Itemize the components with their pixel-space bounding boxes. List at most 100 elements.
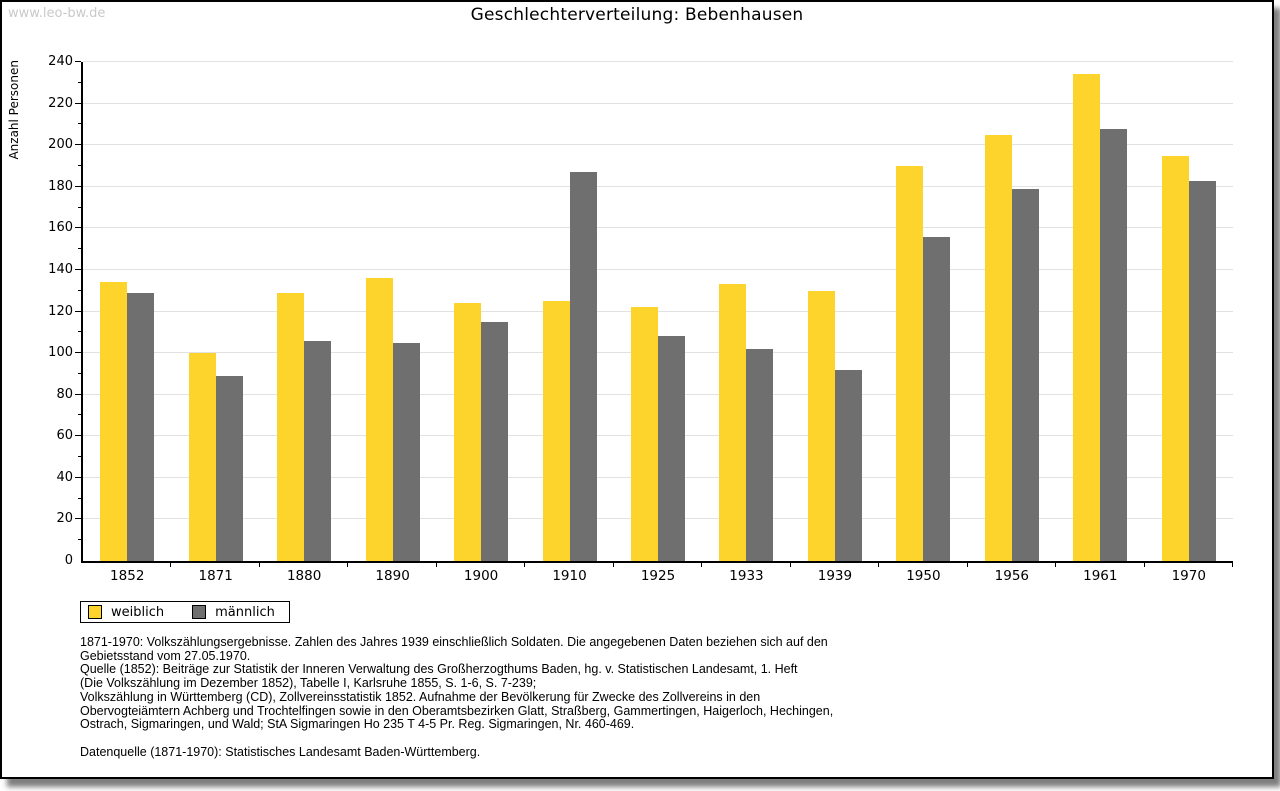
bar-weiblich-1961 bbox=[1073, 74, 1100, 561]
x-tick-label: 1950 bbox=[906, 568, 941, 584]
y-tick bbox=[75, 102, 81, 104]
legend-item-männlich: männlich bbox=[192, 605, 275, 619]
x-tick bbox=[1144, 563, 1145, 567]
y-tick-label: 220 bbox=[48, 95, 73, 111]
y-tick-label: 100 bbox=[48, 345, 73, 361]
legend-item-weiblich: weiblich bbox=[88, 605, 164, 619]
bar-männlich-1900 bbox=[481, 322, 508, 561]
footnote-line: (Die Volkszählung im Dezember 1852), Tab… bbox=[80, 676, 537, 691]
x-tick-label: 1871 bbox=[198, 568, 233, 584]
y-tick bbox=[75, 61, 81, 62]
bar-männlich-1956 bbox=[1012, 189, 1039, 561]
y-tick bbox=[78, 497, 81, 499]
bar-weiblich-1890 bbox=[366, 278, 393, 561]
gridline bbox=[83, 61, 1233, 62]
footnote-line: Obervogteiämtern Achberg und Trochtelfin… bbox=[80, 703, 834, 718]
y-tick bbox=[75, 352, 81, 354]
x-tick bbox=[436, 563, 437, 567]
x-tick-label: 1956 bbox=[994, 568, 1030, 584]
gridline bbox=[83, 185, 1233, 187]
footnotes: 1871-1970: Volkszählungsergebnisse. Zahl… bbox=[80, 635, 1180, 732]
y-tick bbox=[78, 289, 81, 291]
bar-weiblich-1933 bbox=[719, 284, 746, 561]
y-tick bbox=[78, 248, 81, 250]
x-tick bbox=[524, 563, 525, 567]
legend: weiblich männlich bbox=[80, 601, 290, 623]
footnote-line: Gebietsstand vom 27.05.1970. bbox=[80, 648, 251, 663]
legend-label: männlich bbox=[215, 604, 275, 620]
y-tick-label: 20 bbox=[56, 511, 73, 527]
x-tick-label: 1890 bbox=[375, 568, 410, 584]
x-tick bbox=[347, 563, 348, 567]
y-tick bbox=[78, 164, 81, 166]
bar-weiblich-1970 bbox=[1162, 156, 1189, 561]
y-tick bbox=[75, 310, 81, 312]
bar-weiblich-1910 bbox=[543, 301, 570, 561]
y-tick bbox=[75, 185, 81, 187]
y-tick bbox=[75, 393, 81, 395]
chart-title: Geschlechterverteilung: Bebenhausen bbox=[470, 5, 804, 25]
y-tick-label: 60 bbox=[56, 428, 73, 444]
y-tick bbox=[75, 476, 81, 478]
y-tick bbox=[78, 331, 81, 333]
x-tick bbox=[1055, 563, 1056, 567]
y-tick-label: 140 bbox=[48, 261, 73, 277]
x-tick bbox=[878, 563, 879, 567]
y-tick-label: 0 bbox=[64, 553, 73, 568]
y-tick-label: 180 bbox=[48, 178, 73, 194]
bar-männlich-1871 bbox=[216, 376, 243, 561]
x-tick-label: 1910 bbox=[552, 568, 587, 584]
bar-weiblich-1880 bbox=[277, 293, 304, 561]
x-tick-label: 1925 bbox=[640, 568, 676, 584]
y-tick bbox=[78, 539, 81, 541]
y-tick bbox=[75, 518, 81, 520]
y-tick-label: 200 bbox=[48, 137, 73, 153]
y-tick bbox=[75, 144, 81, 146]
watermark: www.leo-bw.de bbox=[8, 6, 106, 21]
x-tick-label: 1933 bbox=[729, 568, 764, 584]
x-tick-label: 1970 bbox=[1171, 568, 1206, 584]
legend-swatch-weiblich bbox=[88, 605, 102, 619]
x-tick-label: 1880 bbox=[286, 568, 322, 584]
bar-weiblich-1950 bbox=[896, 166, 923, 561]
gridline bbox=[83, 227, 1233, 229]
bar-weiblich-1939 bbox=[808, 291, 835, 561]
x-tick bbox=[613, 563, 614, 567]
y-tick bbox=[78, 123, 81, 125]
bar-weiblich-1956 bbox=[985, 135, 1012, 561]
plot-area: 0 20 40 60 80 100 120 140 160 180 200 220 240 1852 187… bbox=[48, 55, 1233, 584]
footnote-line: Quelle (1852): Beiträge zur Statistik de… bbox=[80, 662, 798, 677]
bar-männlich-1933 bbox=[746, 349, 773, 561]
y-tick bbox=[78, 81, 81, 83]
bar-weiblich-1871 bbox=[189, 353, 216, 561]
footnote-line: Ostrach, Sigmaringen, und Wald; StA Sigm… bbox=[80, 717, 635, 732]
datasource-note: Datenquelle (1871-1970): Statistisches L… bbox=[80, 745, 481, 759]
y-tick-label: 120 bbox=[48, 303, 73, 319]
x-tick bbox=[170, 563, 171, 567]
y-axis-label: Anzahl Personen bbox=[7, 60, 21, 160]
y-tick bbox=[78, 414, 81, 416]
y-tick bbox=[78, 372, 81, 374]
y-tick-label: 40 bbox=[56, 469, 73, 485]
y-tick bbox=[75, 268, 81, 270]
bar-weiblich-1925 bbox=[631, 307, 658, 561]
bar-männlich-1950 bbox=[923, 237, 950, 561]
bar-männlich-1880 bbox=[304, 341, 331, 561]
y-tick bbox=[75, 227, 81, 229]
y-tick bbox=[78, 456, 81, 458]
footnote-line: 1871-1970: Volkszählungsergebnisse. Zahl… bbox=[80, 635, 828, 649]
x-tick bbox=[259, 563, 260, 567]
x-tick-label: 1961 bbox=[1083, 568, 1118, 584]
bar-männlich-1970 bbox=[1189, 181, 1216, 561]
gridline bbox=[83, 310, 1233, 312]
footnote-line: Volkszählung in Württemberg (CD), Zollve… bbox=[80, 689, 761, 704]
bar-männlich-1890 bbox=[393, 343, 420, 561]
gridline bbox=[83, 268, 1233, 270]
bar-weiblich-1900 bbox=[454, 303, 481, 561]
bar-männlich-1939 bbox=[835, 370, 862, 561]
bar-männlich-1852 bbox=[127, 293, 154, 561]
y-tick-label: 80 bbox=[56, 386, 73, 402]
legend-swatch-männlich bbox=[192, 605, 207, 619]
bar-männlich-1910 bbox=[570, 172, 597, 561]
